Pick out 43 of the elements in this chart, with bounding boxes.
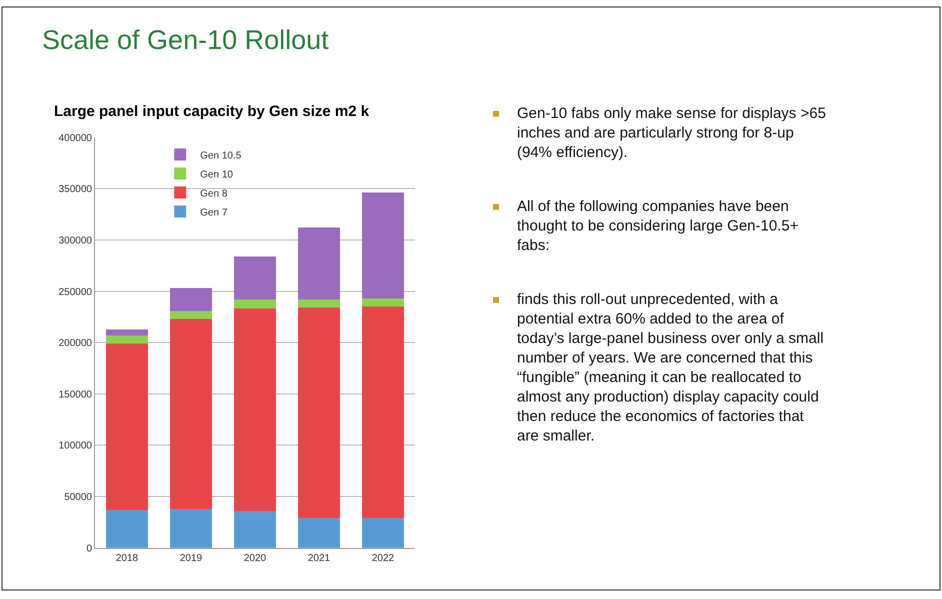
bar: [170, 310, 212, 319]
chart-title: Scale of Gen-10 Rollout: [42, 25, 330, 55]
bar: [106, 335, 148, 344]
bar: [298, 308, 340, 518]
bar: [234, 510, 276, 548]
bar: [234, 299, 276, 309]
bar: [298, 518, 340, 548]
y-tick-label: 350000: [58, 184, 92, 196]
x-tick-label: 2021: [308, 552, 331, 564]
y-tick-label: 100000: [58, 440, 92, 452]
x-tick-label: 2022: [372, 552, 395, 564]
bar: [234, 256, 276, 300]
bar: [362, 298, 404, 307]
y-tick-label: 250000: [58, 286, 92, 298]
text: Gen-10 fabs only make sense for displays >65 inches and are particularly strong for 8-up (94% efficiency).: [517, 105, 826, 161]
legend-label: Gen 8: [200, 188, 228, 200]
bar: [234, 308, 276, 511]
y-tick-label: 50000: [64, 492, 92, 504]
chart-subtitle: Large panel input capacity by Gen size m2 k: [54, 103, 370, 120]
y-tick-label: 200000: [58, 338, 92, 350]
bar: [106, 510, 148, 548]
y-tick-label: 300000: [58, 235, 92, 246]
y-tick-label: 400000: [58, 132, 92, 144]
bar: [298, 228, 340, 300]
text: All of the following companies have been thought to be considering large Gen-10.5+ fabs:: [517, 198, 799, 254]
bar: [170, 318, 212, 509]
y-tick-label: 150000: [58, 389, 92, 400]
bar: [362, 518, 404, 548]
legend-label: Gen 7: [200, 207, 228, 218]
bar: [170, 288, 212, 311]
bar: [362, 306, 404, 518]
legend-label: Gen 10: [200, 169, 234, 180]
bar: [106, 329, 148, 336]
x-tick-label: 2018: [116, 552, 139, 564]
bar: [298, 299, 340, 308]
bar: [106, 344, 148, 510]
y-tick-label: 0: [86, 543, 92, 554]
bar: [170, 508, 212, 548]
bar: [362, 192, 404, 298]
text: finds this roll-out unprecedented, with a potential extra 60% added to the area of today’s large-panel business over only a small number of years. We are concerned that this “fungible” (meaning it can be reallocated to almost any production) display capacity could then reduce the economics of factories that are smaller.: [517, 291, 824, 444]
x-tick-label: 2019: [180, 552, 203, 564]
legend-label: Gen 10.5: [200, 150, 242, 162]
x-tick-label: 2020: [244, 552, 267, 564]
